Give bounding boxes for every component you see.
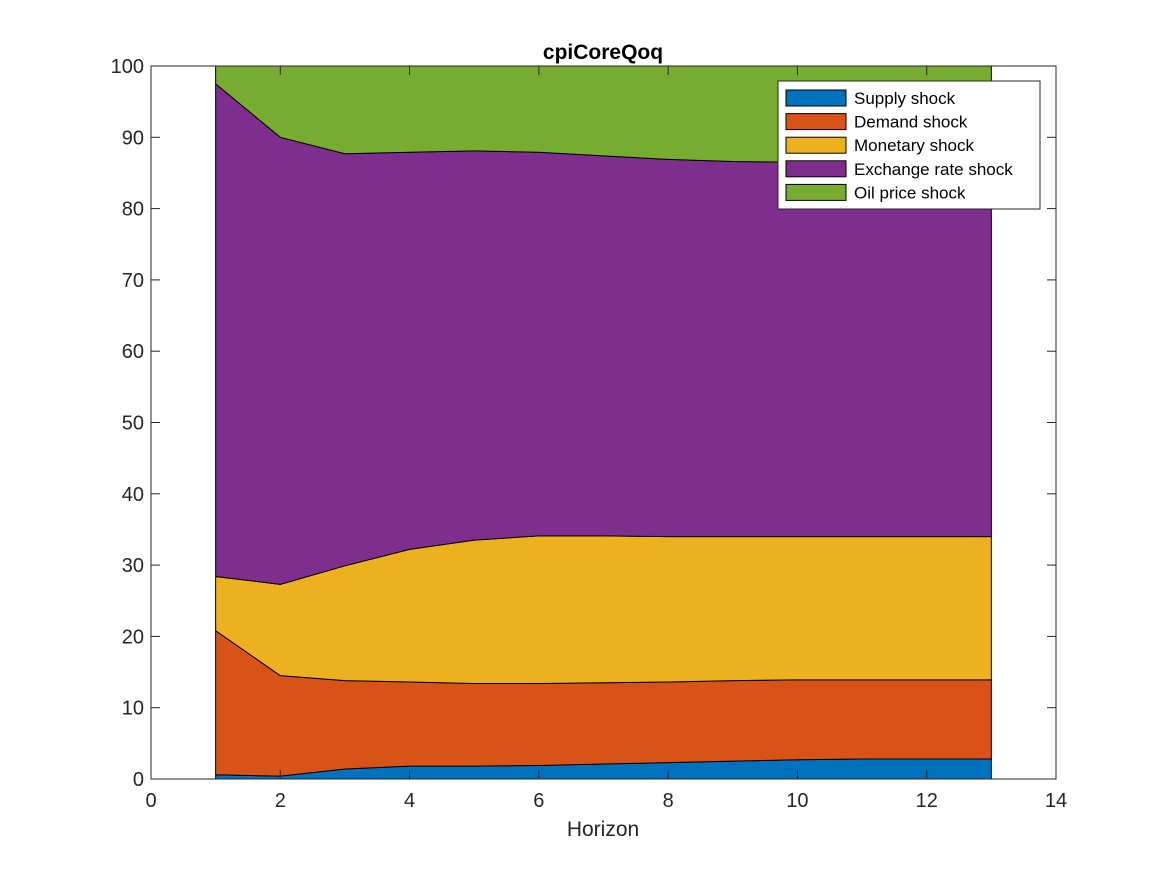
y-tick-label: 60 <box>122 341 144 363</box>
axis-ticks: 0 2 4 6 8 10 12 14 0 10 20 30 40 50 60 70 80 90 100 <box>111 56 1068 812</box>
x-tick-label: 10 <box>786 790 808 812</box>
y-tick-label: 10 <box>122 698 144 720</box>
x-tick-label: 14 <box>1045 790 1067 812</box>
y-tick-label: 30 <box>122 555 144 577</box>
legend-label: Exchange rate shock <box>854 160 1013 179</box>
y-tick-label: 80 <box>122 199 144 221</box>
x-tick-label: 12 <box>916 790 938 812</box>
y-tick-label: 20 <box>122 626 144 648</box>
legend-label: Oil price shock <box>854 183 966 202</box>
legend-swatch <box>785 113 847 131</box>
y-tick-label: 70 <box>122 270 144 292</box>
x-tick-label: 8 <box>663 790 674 812</box>
legend-swatch <box>785 89 847 107</box>
x-tick-label: 4 <box>404 790 415 812</box>
chart-title: cpiCoreQoq <box>543 41 663 64</box>
legend-swatch <box>785 136 847 154</box>
legend-label: Monetary shock <box>854 136 974 155</box>
y-tick-label: 40 <box>122 484 144 506</box>
y-tick-label: 100 <box>111 56 144 78</box>
x-tick-label: 6 <box>533 790 544 812</box>
legend-label: Demand shock <box>854 113 968 132</box>
x-axis-label: Horizon <box>567 818 639 841</box>
x-tick-label: 2 <box>275 790 286 812</box>
x-tick-label: 0 <box>145 790 156 812</box>
legend-swatch <box>785 183 847 201</box>
y-tick-label: 50 <box>122 413 144 435</box>
legend: Supply shock Demand shock Monetary shock Ex… <box>777 80 1041 210</box>
y-tick-label: 0 <box>133 769 144 791</box>
y-tick-label: 90 <box>122 127 144 149</box>
legend-label: Supply shock <box>854 89 956 108</box>
legend-swatch <box>785 160 847 178</box>
